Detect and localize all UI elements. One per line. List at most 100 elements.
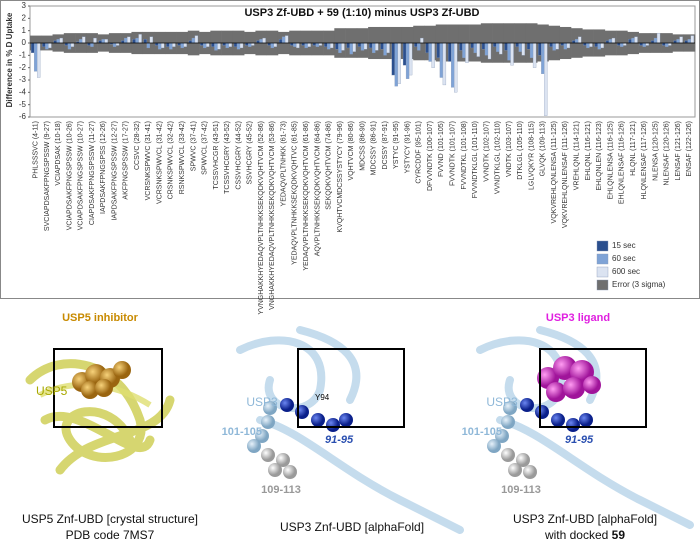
bar — [566, 42, 571, 49]
focus-box — [297, 348, 405, 428]
bar — [679, 36, 683, 44]
bar — [496, 42, 500, 52]
x-tick-label: CYRCDDF (95-101) — [416, 121, 423, 184]
bar — [529, 42, 534, 58]
bar — [676, 39, 680, 44]
y-tick-label: 1 — [22, 26, 27, 35]
y-tick-label: -1 — [19, 50, 27, 59]
y-tick-label: -6 — [19, 112, 27, 121]
bar — [499, 42, 503, 55]
x-tick-label: VCIAPDSAKFPNGSPSSW (10-26) — [66, 121, 73, 230]
x-tick-label: CRSNKSPWVCL (32-42) — [168, 121, 175, 199]
bar — [363, 42, 368, 50]
bar — [417, 42, 421, 51]
bar — [36, 42, 41, 78]
x-tick-label: TCSSVHCGR (43-51) — [213, 121, 220, 189]
x-tick-label: FVVND (101-105) — [438, 121, 445, 177]
x-tick-label: PHLSSSVC (4-11) — [32, 121, 39, 178]
y-tick-label: 2 — [22, 13, 27, 22]
panel-usp3-docked: USP3 ligand USP3 101-105 91-95 109-113 U… — [462, 312, 694, 542]
caption: PDB code 7MS7 — [66, 528, 155, 542]
x-tick-label: VVNDTK (102-107) — [483, 121, 490, 182]
x-tick-label: SSVHCGRY (45-52) — [247, 121, 254, 185]
label: 109-113 — [261, 484, 301, 496]
bar — [304, 42, 308, 49]
x-tick-label: YSTYC (91-95) — [393, 121, 400, 169]
bar — [493, 42, 497, 47]
label: 101-105 — [222, 426, 262, 438]
bar — [349, 42, 353, 55]
bar — [183, 42, 187, 47]
bar — [507, 42, 511, 61]
x-tick-label: YEDAQVPLTNHKKSEKQDKVQHTVC (61-85) — [292, 121, 299, 265]
y-tick-label: -2 — [19, 63, 27, 72]
bar — [262, 37, 266, 44]
label: 91-95 — [565, 434, 594, 446]
x-tick-label: RSNKSPWVCL (33-42) — [179, 121, 186, 194]
bar — [225, 42, 229, 49]
bar — [665, 42, 669, 47]
bar — [515, 42, 519, 47]
bar — [402, 42, 407, 66]
bar — [127, 36, 131, 44]
x-tick-label: YVNGHAKKHYEDAQVPLTNHKKSEKQDKVQHTVCM (52-… — [258, 121, 265, 315]
y-tick-label: -5 — [19, 100, 27, 109]
bar — [504, 42, 508, 51]
bar — [611, 37, 616, 44]
bar — [315, 42, 320, 47]
bar — [383, 42, 387, 56]
bar — [346, 42, 350, 49]
x-tick-label: CSSVHCGRY (44-52) — [235, 121, 242, 190]
x-tick-label: AQVPLTNHKKSEKQDKVQHTVCM (64-86) — [314, 121, 321, 256]
legend-swatch — [596, 240, 609, 252]
x-tick-label: LENSAF (121-126) — [675, 121, 682, 181]
bar — [397, 42, 401, 84]
bar — [278, 39, 283, 44]
bar — [211, 42, 215, 47]
label: 109-113 — [501, 484, 541, 496]
x-tick-label: AKFPNGSPSSW (17-27) — [123, 121, 130, 200]
x-tick-label: VCIAPDSAK (10-18) — [55, 121, 62, 186]
bar — [296, 42, 300, 49]
bar — [642, 42, 646, 47]
bar — [608, 39, 613, 44]
label: USP3 ligand — [546, 312, 610, 324]
bar — [481, 42, 486, 50]
bar — [563, 42, 568, 50]
bar — [239, 42, 244, 49]
bar — [442, 42, 447, 86]
focus-box — [53, 348, 163, 428]
bar — [194, 35, 199, 44]
x-tick-label: FVVNDTKL (101-108) — [461, 121, 468, 190]
x-tick-label: FVVNDTKLGL (101-110) — [472, 121, 479, 198]
bar — [451, 42, 455, 88]
bar — [375, 42, 379, 51]
bar — [149, 36, 154, 44]
bar — [589, 42, 593, 47]
residues — [487, 398, 593, 479]
bar — [214, 42, 218, 51]
bar — [470, 42, 474, 49]
bar — [357, 42, 362, 47]
y-tick-label: 0 — [22, 38, 27, 47]
bar — [67, 42, 72, 50]
x-tick-label: MDCSSY (86-91) — [371, 121, 378, 175]
bar — [206, 42, 210, 47]
x-tick-label: DCSSY (87-91) — [382, 121, 389, 170]
bar — [352, 42, 356, 52]
label: USP5 inhibitor — [62, 312, 139, 324]
x-tick-label: ENSAF (122-126) — [686, 121, 693, 177]
caption-bold: 59 — [612, 528, 626, 542]
bar — [628, 39, 632, 44]
bar — [79, 39, 83, 44]
x-tick-label: KVQHTVCMDCSSYSTYCY (79-96) — [337, 121, 344, 233]
x-tick-label: DTKLGL (105-110) — [517, 121, 524, 180]
x-tick-label: VCRSNKSPWVCL (31-42) — [156, 121, 163, 204]
label: USP5 inhibitor — [62, 312, 139, 324]
ligand — [72, 361, 131, 399]
bar — [33, 42, 38, 72]
bar — [70, 42, 75, 47]
plot-area — [29, 5, 696, 118]
bar — [217, 42, 221, 50]
bar — [284, 35, 289, 44]
